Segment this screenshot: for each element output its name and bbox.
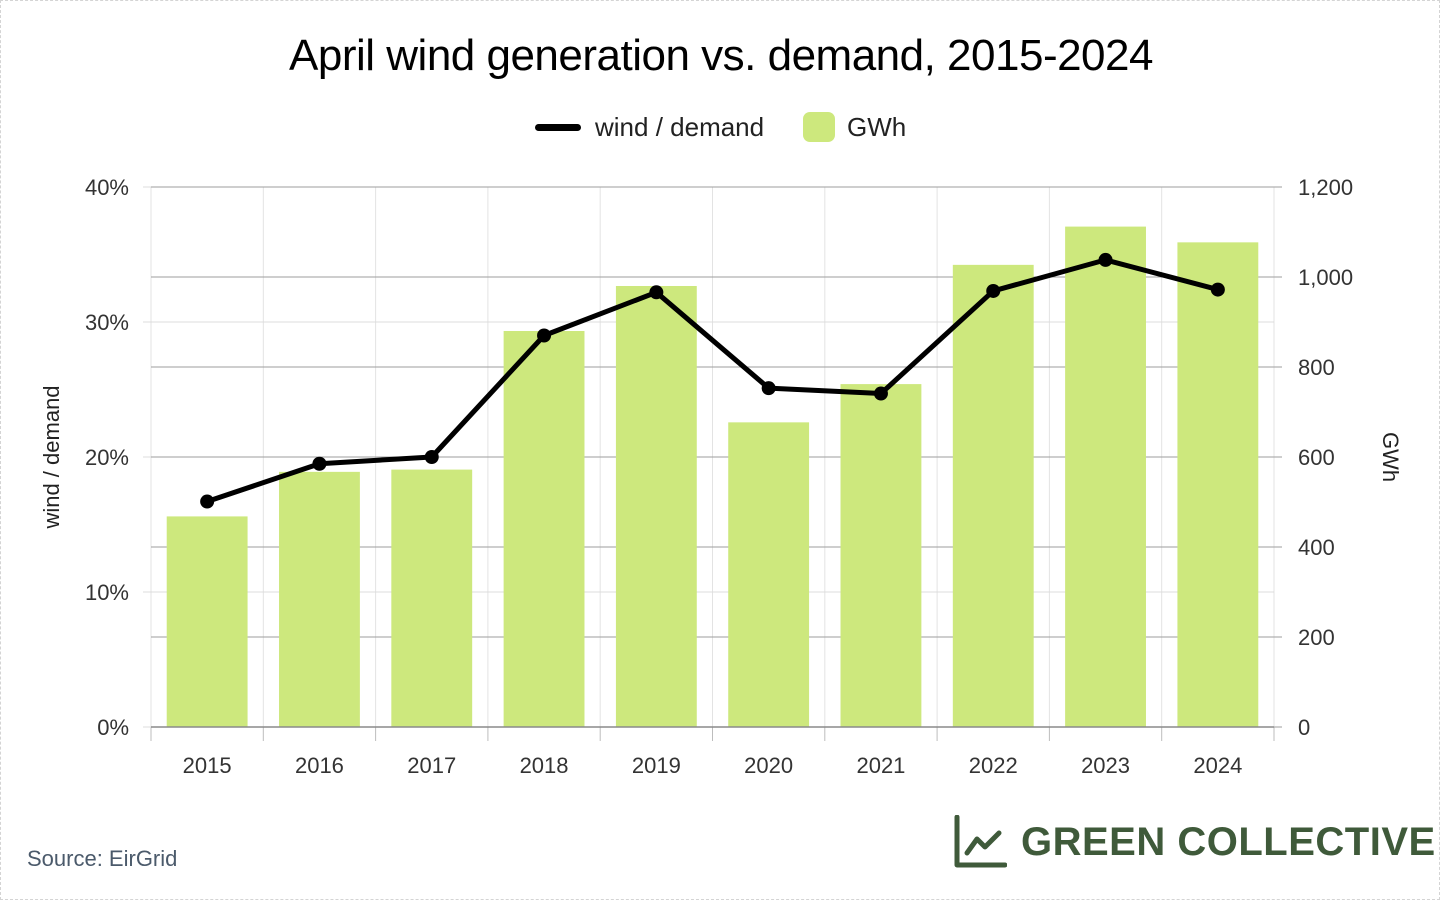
- x-tick-label: 2016: [295, 753, 344, 778]
- point-wind-demand-2015: [200, 494, 215, 509]
- bar-gwh-2016: [279, 471, 360, 727]
- y-right-tick-label: 1,200: [1298, 175, 1353, 200]
- y-right-tick-label: 600: [1298, 445, 1335, 470]
- bar-gwh-2024: [1177, 242, 1259, 727]
- bar-gwh-2022: [952, 264, 1034, 727]
- y-left-tick-label: 0%: [97, 715, 129, 740]
- point-wind-demand-2021: [873, 386, 888, 401]
- legend-line-swatch: [535, 123, 581, 131]
- y-right-tick-label: 400: [1298, 535, 1335, 560]
- legend-label-gwh: GWh: [847, 111, 907, 142]
- legend-label-wind-demand: wind / demand: [595, 111, 765, 142]
- point-wind-demand-2024: [1210, 282, 1225, 297]
- point-wind-demand-2020: [761, 381, 776, 396]
- bar-gwh-2015: [166, 516, 248, 727]
- x-tick-label: 2023: [1081, 753, 1130, 778]
- point-wind-demand-2019: [649, 285, 664, 300]
- legend-item-wind-demand[interactable]: wind / demand: [535, 109, 764, 145]
- x-tick-label: 2015: [183, 753, 232, 778]
- y-right-tick-label: 200: [1298, 625, 1335, 650]
- legend-bar-swatch: [803, 112, 835, 142]
- point-wind-demand-2023: [1098, 252, 1113, 267]
- y-right-tick-label: 1,000: [1298, 265, 1353, 290]
- y-left-axis-title: wind / demand: [39, 385, 64, 529]
- bar-gwh-2023: [1065, 226, 1146, 727]
- bar-gwh-2021: [840, 384, 922, 727]
- x-tick-label: 2018: [520, 753, 569, 778]
- source-note: Source: EirGrid: [27, 846, 178, 871]
- brand-name: GREEN COLLECTIVE: [1021, 819, 1436, 864]
- y-right-tick-label: 800: [1298, 355, 1335, 380]
- point-wind-demand-2017: [424, 450, 439, 464]
- x-tick-label: 2022: [969, 753, 1018, 778]
- brand-logo: GREEN COLLECTIVE: [953, 813, 1436, 871]
- line-wind-demand: [204, 257, 1221, 505]
- point-wind-demand-2022: [986, 283, 1001, 298]
- x-tick-label: 2020: [744, 753, 793, 778]
- chart-title: April wind generation vs. demand, 2015-2…: [289, 31, 1153, 80]
- x-tick-label: 2019: [632, 753, 681, 778]
- x-tick-label: 2024: [1193, 753, 1242, 778]
- y-left-tick-label: 10%: [85, 580, 129, 605]
- y-right-tick-label: 0: [1298, 715, 1310, 740]
- x-tick-label: 2017: [407, 753, 456, 778]
- bar-gwh-2018: [503, 331, 585, 727]
- point-wind-demand-2016: [312, 456, 327, 471]
- line-chart-icon: [954, 815, 1007, 868]
- x-tick-label: 2021: [856, 753, 905, 778]
- y-left-tick-label: 30%: [85, 310, 129, 335]
- legend: wind / demand GWh: [1, 109, 1440, 145]
- y-left-tick-label: 20%: [85, 445, 129, 470]
- y-right-axis-title: GWh: [1378, 432, 1403, 482]
- legend-item-gwh[interactable]: GWh: [803, 109, 906, 145]
- bar-gwh-2019: [615, 286, 697, 727]
- bar-gwh-2017: [391, 469, 473, 727]
- point-wind-demand-2018: [537, 328, 552, 343]
- y-left-tick-label: 40%: [85, 175, 129, 200]
- bar-gwh-2020: [728, 422, 810, 727]
